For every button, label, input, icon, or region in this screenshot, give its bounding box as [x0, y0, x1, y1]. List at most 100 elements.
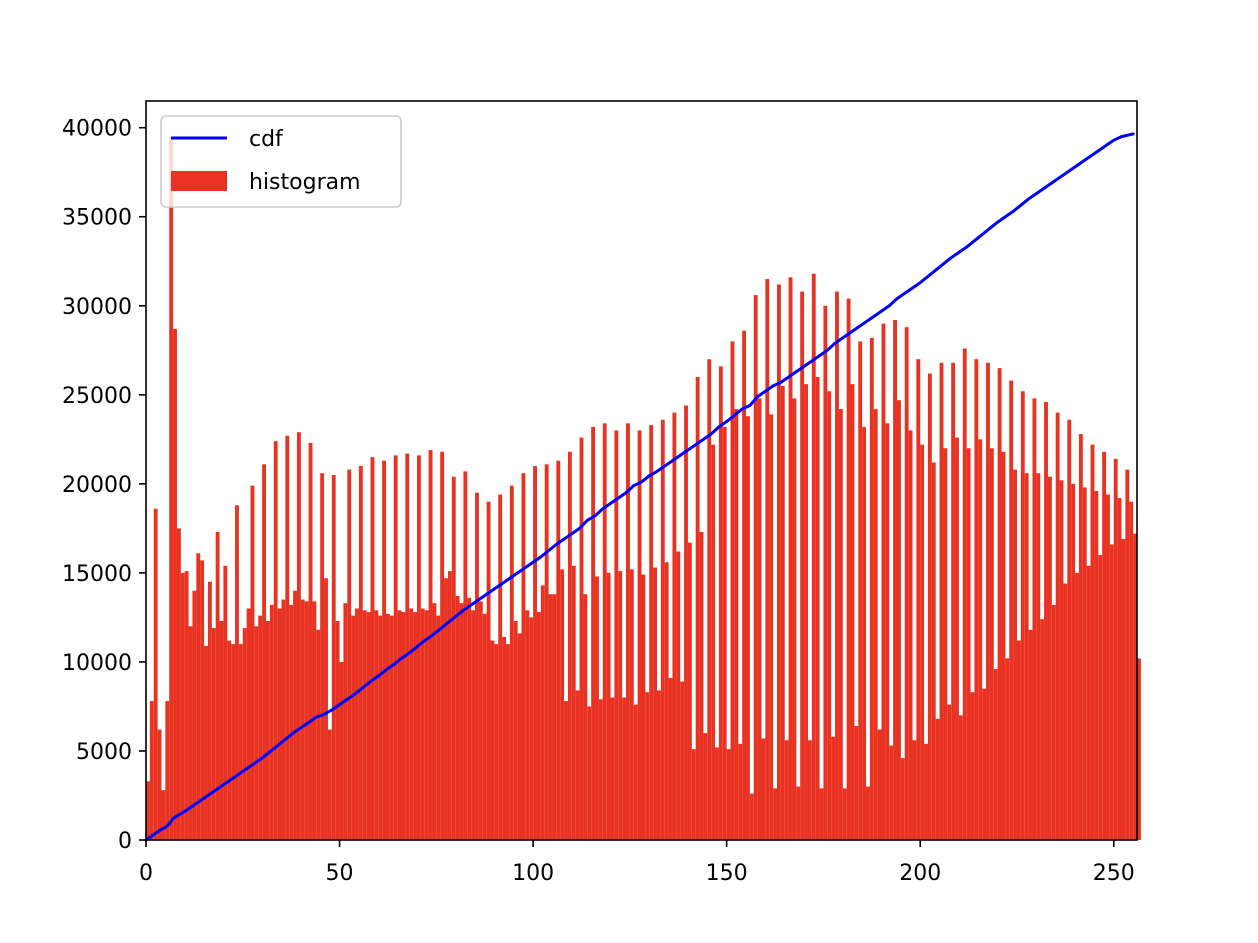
histogram-bar-238 — [1067, 419, 1072, 840]
histogram-bar-36 — [285, 435, 290, 840]
histogram-bar-90 — [494, 644, 499, 840]
histogram-bar-163 — [776, 284, 781, 840]
histogram-bar-151 — [730, 341, 735, 840]
histogram-bar-92 — [502, 637, 507, 840]
histogram-bar-146 — [711, 444, 716, 840]
histogram-bar-97 — [521, 473, 526, 840]
histogram-bar-158 — [757, 398, 762, 840]
histogram-bar-21 — [227, 640, 232, 840]
histogram-bar-68 — [409, 608, 414, 840]
y-tick-label-5: 25000 — [62, 384, 132, 409]
histogram-bar-145 — [707, 359, 712, 840]
y-tick-label-3: 15000 — [62, 562, 132, 587]
histogram-bar-218 — [989, 448, 994, 840]
histogram-bar-140 — [687, 542, 692, 840]
histogram-bar-137 — [676, 551, 681, 840]
histogram-bar-243 — [1086, 565, 1091, 840]
histogram-bar-216 — [982, 688, 987, 840]
histogram-bar-64 — [393, 455, 398, 840]
histogram-bar-91 — [498, 494, 503, 840]
x-tick-label-0: 0 — [139, 861, 153, 886]
histogram-bar-117 — [598, 699, 603, 840]
legend: cdf histogram — [160, 115, 402, 208]
x-tick-label-2: 100 — [512, 861, 554, 886]
histogram-bar-7 — [173, 328, 177, 840]
histogram-bar-135 — [668, 677, 673, 840]
histogram-bar-59 — [374, 610, 379, 840]
histogram-bar-184 — [858, 341, 863, 840]
histogram-bar-111 — [575, 690, 580, 840]
histogram-bar-129 — [645, 692, 650, 840]
histogram-bar-79 — [451, 476, 456, 840]
histogram-bar-253 — [1125, 469, 1130, 840]
histogram-bar-133 — [660, 419, 665, 840]
histogram-bar-224 — [1013, 469, 1017, 840]
histogram-bar-1 — [149, 701, 154, 840]
histogram-bar-69 — [413, 612, 417, 840]
histogram-bar-35 — [281, 599, 286, 840]
histogram-bar-254 — [1129, 501, 1134, 840]
histogram-bar-221 — [1001, 451, 1006, 840]
histogram-bar-124 — [626, 423, 630, 840]
histogram-bar-181 — [846, 298, 851, 840]
histogram-bar-127 — [637, 430, 642, 840]
y-tick-label-6: 30000 — [62, 295, 132, 320]
histogram-bar-114 — [587, 706, 592, 840]
histogram-bar-30 — [262, 464, 266, 840]
histogram-bar-249 — [1109, 544, 1114, 840]
cdf-series — [144, 132, 1135, 842]
histogram-bar-106 — [556, 460, 561, 840]
histogram-bar-203 — [931, 462, 936, 840]
histogram-bar-215 — [978, 439, 983, 840]
histogram-bar-143 — [699, 531, 704, 840]
histogram-bar-39 — [296, 432, 301, 840]
histogram-bar-83 — [467, 597, 472, 840]
histogram-bar-246 — [1098, 555, 1103, 840]
y-tick-label-1: 5000 — [76, 740, 132, 765]
histogram-bar-134 — [664, 562, 669, 840]
histogram-bar-66 — [401, 612, 406, 840]
histogram-bar-51 — [343, 603, 348, 840]
x-tick-label-4: 200 — [899, 861, 941, 886]
histogram-bar-61 — [382, 460, 387, 840]
histogram-bar-107 — [560, 569, 565, 840]
histogram-bar-199 — [916, 359, 921, 840]
histogram-bar-193 — [893, 320, 897, 840]
histogram-bar-52 — [347, 469, 352, 840]
histogram-bar-12 — [192, 590, 197, 840]
histogram-bar-100 — [533, 466, 537, 840]
histogram-bar-194 — [896, 400, 901, 840]
histogram-bar-130 — [649, 425, 654, 840]
histogram-bar-176 — [827, 391, 832, 840]
histogram-bar-214 — [974, 359, 979, 840]
histogram-bar-50 — [339, 661, 344, 840]
histogram-bar-109 — [567, 451, 572, 840]
histogram-bar-8 — [176, 528, 181, 840]
legend-label-histogram: histogram — [249, 170, 361, 195]
histogram-bar-80 — [455, 596, 460, 840]
histogram-bar-155 — [746, 416, 750, 840]
histogram-bar-233 — [1047, 476, 1052, 840]
histogram-bars — [146, 136, 1141, 841]
histogram-bar-85 — [475, 492, 479, 840]
histogram-bar-188 — [873, 409, 878, 840]
legend-label-cdf: cdf — [249, 127, 284, 152]
histogram-bar-13 — [196, 553, 201, 840]
histogram-bar-54 — [355, 608, 359, 840]
histogram-bar-225 — [1017, 640, 1021, 840]
histogram-bar-6 — [169, 136, 174, 841]
histogram-bar-210 — [958, 715, 963, 840]
histogram-bar-161 — [769, 414, 774, 840]
histogram-bar-60 — [378, 615, 383, 840]
histogram-bar-101 — [536, 612, 541, 840]
histogram-bar-123 — [622, 697, 627, 840]
histogram-bar-185 — [862, 426, 867, 840]
histogram-bar-132 — [656, 690, 661, 840]
histogram-bar-154 — [742, 330, 747, 840]
histogram-bar-165 — [784, 740, 789, 840]
histogram-bar-34 — [277, 608, 282, 840]
histogram-bar-200 — [920, 444, 925, 840]
histogram-bar-208 — [951, 362, 956, 840]
histogram-bar-256 — [1137, 658, 1141, 840]
histogram-bar-108 — [564, 701, 568, 840]
